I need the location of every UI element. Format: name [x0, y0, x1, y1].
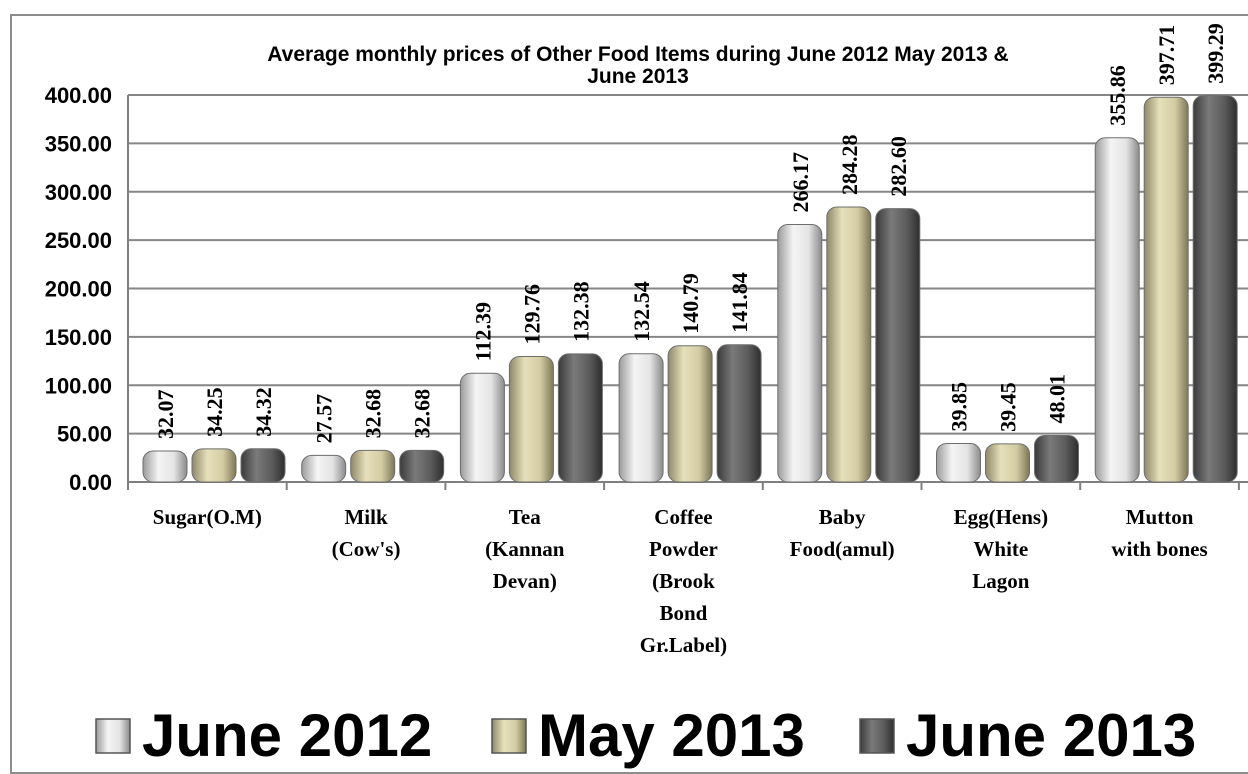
bar: [399, 449, 445, 483]
data-label: 39.85: [947, 382, 972, 432]
data-label: 27.57: [312, 394, 337, 444]
legend-label: June 2012: [142, 702, 432, 769]
legend: June 2012 May 2013 June 2013: [95, 702, 1196, 769]
data-label: 141.84: [727, 272, 752, 333]
bar: [350, 449, 396, 483]
category-label: Milk (Cow's): [332, 505, 401, 561]
legend-label: May 2013: [538, 702, 805, 769]
bar: [301, 454, 347, 483]
data-label: 34.25: [202, 387, 227, 437]
bar: [508, 355, 554, 483]
bar: [716, 344, 762, 483]
bar: [1143, 96, 1189, 483]
y-tick-label: 150.00: [45, 325, 112, 350]
y-tick-label: 300.00: [45, 180, 112, 205]
bar: [618, 353, 664, 483]
bar: [142, 450, 188, 483]
data-label: 32.68: [361, 389, 386, 439]
legend-swatch: [859, 718, 895, 754]
data-label: 399.29: [1203, 23, 1228, 84]
data-label: 266.17: [788, 152, 813, 213]
chart-title: Average monthly prices of Other Food Ite…: [267, 43, 1008, 88]
category-label: Egg(Hens) White Lagon: [954, 505, 1049, 593]
bar: [667, 345, 713, 483]
legend-swatch: [95, 718, 131, 754]
y-axis-ticks: 0.00 50.00 100.00 150.00 200.00 250.00 300.00 3…: [45, 83, 112, 495]
bar: [985, 443, 1030, 483]
y-tick-label: 250.00: [45, 228, 112, 253]
category-label: Sugar(O.M): [153, 505, 262, 529]
bar: [875, 208, 921, 483]
data-label: 140.79: [678, 273, 703, 334]
data-label: 355.86: [1105, 65, 1130, 126]
bar: [826, 206, 872, 483]
bar: [459, 372, 505, 483]
y-tick-label: 200.00: [45, 277, 112, 302]
bar: [240, 448, 286, 483]
legend-swatch: [491, 718, 527, 754]
data-label: 132.38: [568, 281, 593, 342]
category-labels: Sugar(O.M) Milk (Cow's) Tea (Kannan Devan) Cof…: [153, 505, 1208, 657]
data-label: 48.01: [1045, 374, 1070, 424]
y-tick-label: 350.00: [45, 131, 112, 156]
legend-label: June 2013: [906, 702, 1196, 769]
category-label: Mutton with bones: [1111, 505, 1207, 561]
bar: [1034, 435, 1079, 483]
chart-title-line: June 2013: [587, 65, 689, 88]
data-labels: 32.07 27.57 112.39 132.54 266.17 39.85 355.86 3…: [153, 23, 1228, 443]
data-label: 112.39: [470, 302, 495, 361]
data-label: 282.60: [886, 136, 911, 197]
data-label: 32.68: [410, 389, 435, 439]
bar: [191, 448, 237, 483]
bar: [1192, 95, 1238, 483]
bar: [557, 353, 603, 483]
y-tick-label: 0.00: [69, 470, 112, 495]
data-label: 132.54: [629, 281, 654, 342]
data-label: 284.28: [837, 134, 862, 195]
y-tick-label: 400.00: [45, 83, 112, 108]
y-tick-label: 50.00: [57, 422, 112, 447]
data-label: 34.32: [251, 387, 276, 437]
data-label: 397.71: [1154, 25, 1179, 86]
bar: [777, 223, 823, 483]
category-label: Coffee Powder (Brook Bond Gr.Label): [640, 505, 727, 657]
category-label: Baby Food(amul): [790, 505, 895, 561]
data-label: 129.76: [519, 284, 544, 345]
chart-title-line: Average monthly prices of Other Food Ite…: [267, 43, 1008, 66]
data-label: 39.45: [996, 382, 1021, 432]
bars: [142, 95, 1238, 483]
bar: [936, 442, 981, 483]
y-tick-label: 100.00: [45, 373, 112, 398]
bar: [1094, 137, 1140, 483]
data-label: 32.07: [153, 389, 178, 439]
category-label: Tea (Kannan Devan): [485, 505, 565, 593]
